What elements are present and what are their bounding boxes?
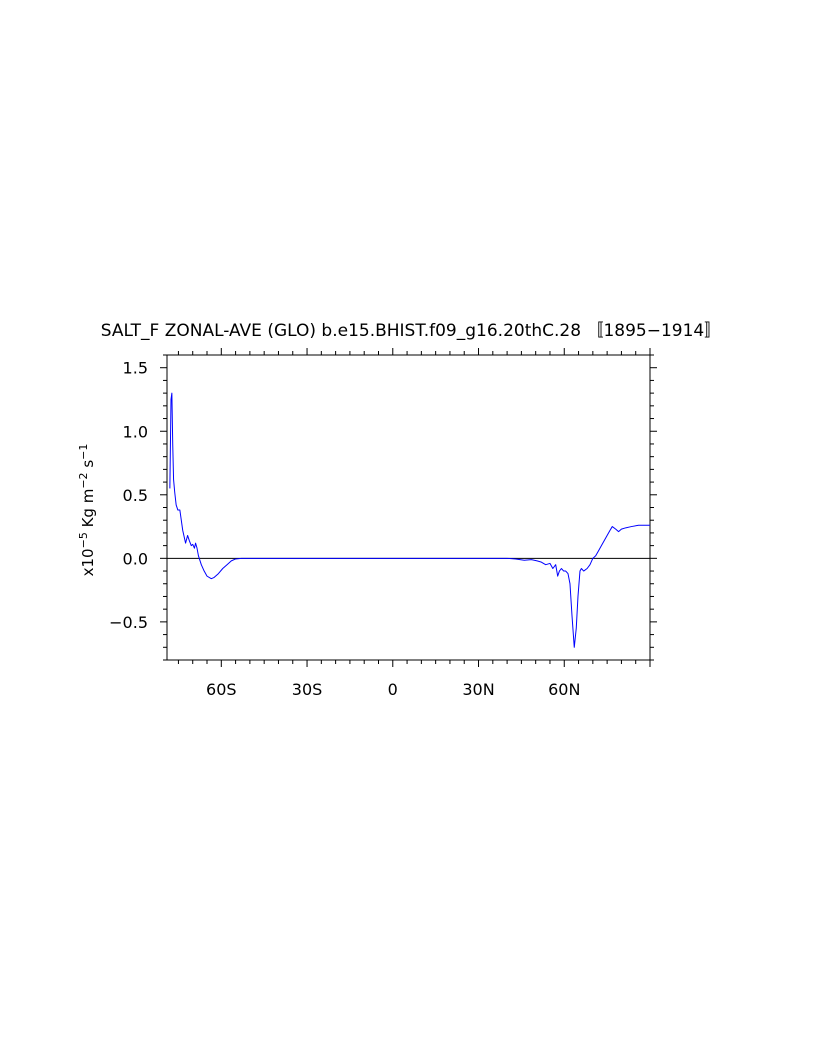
chart-title: SALT_F ZONAL-AVE (GLO) b.e15.BHIST.f09_g… <box>101 321 721 341</box>
plot-frame <box>166 354 651 661</box>
x-tick-label: 60N <box>548 680 580 699</box>
x-tick-label: 30S <box>292 680 323 699</box>
y-tick-label: 1.0 <box>123 422 148 441</box>
y-axis-label: x10−5 Kg m−2 s−1 <box>77 444 98 577</box>
x-tick-label: 60S <box>206 680 237 699</box>
y-tick-label: 0.5 <box>123 486 148 505</box>
plot-area: 60S 30S 0 30N 60N −0.5 0.0 0.5 1.0 1.5 <box>109 348 657 699</box>
series-line <box>169 392 650 648</box>
y-tick-label: 0.0 <box>123 549 148 568</box>
x-tick-label: 0 <box>388 680 398 699</box>
y-tick-label: 1.5 <box>123 359 148 378</box>
x-tick-label: 30N <box>462 680 494 699</box>
y-tick-label: −0.5 <box>109 613 148 632</box>
